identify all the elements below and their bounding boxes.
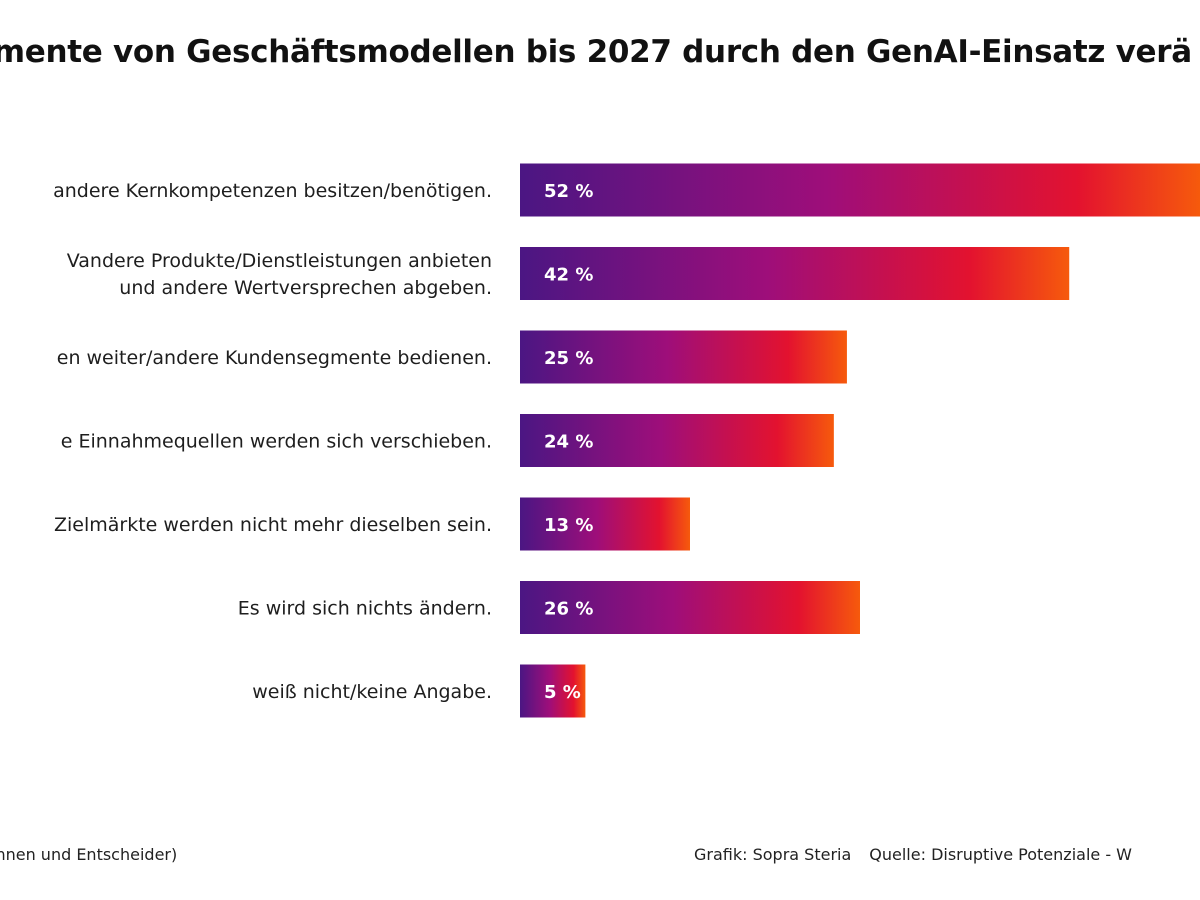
bar-4 [520,497,690,551]
chart-title-text: emente von Geschäftsmodellen bis 2027 du… [0,34,1192,70]
bar-2 [520,330,847,384]
category-label-0: andere Kernkompetenzen besitzen/benötige… [53,180,492,202]
value-label-2: 25 % [544,348,593,369]
category-label-1-line-1: und andere Wertversprechen abgeben. [119,277,492,299]
category-label-3: e Einnahmequellen werden sich verschiebe… [61,431,492,453]
footer-note-text: innen und Entscheider) [0,845,178,864]
bar-6 [520,664,586,718]
category-label-6: weiß nicht/keine Angabe. [252,681,492,703]
bar-1 [520,247,1070,300]
value-label-6: 5 % [544,682,581,703]
bar-group: 52 % andere Kernkompetenzen besitzen/benö… [53,163,1200,718]
category-label-4: Zielmärkte werden nicht mehr dieselben s… [54,514,492,536]
value-label-4: 13 % [544,515,593,536]
bar-0 [520,163,1200,217]
footer-source: Quelle: Disruptive Potenziale - W [869,845,1132,864]
footer-credit: Grafik: Sopra Steria [694,845,852,864]
chart-title: emente von Geschäftsmodellen bis 2027 du… [0,34,1200,78]
category-label-5: Es wird sich nichts ändern. [238,598,492,620]
footer-credits: Grafik: Sopra Steria Quelle: Disruptive P… [694,845,1200,869]
value-label-1: 42 % [544,265,593,286]
bar-5 [520,581,860,634]
value-label-0: 52 % [544,181,593,202]
category-label-2: en weiter/andere Kundensegmente bedienen… [57,347,492,369]
value-label-3: 24 % [544,432,593,453]
bar-chart: 52 % andere Kernkompetenzen besitzen/benö… [53,163,1200,718]
value-label-5: 26 % [544,599,593,620]
category-label-1-line-0: Vandere Produkte/Dienstleistungen anbiet… [67,250,492,272]
bar-3 [520,414,834,467]
footer-note: innen und Entscheider) [0,845,300,869]
